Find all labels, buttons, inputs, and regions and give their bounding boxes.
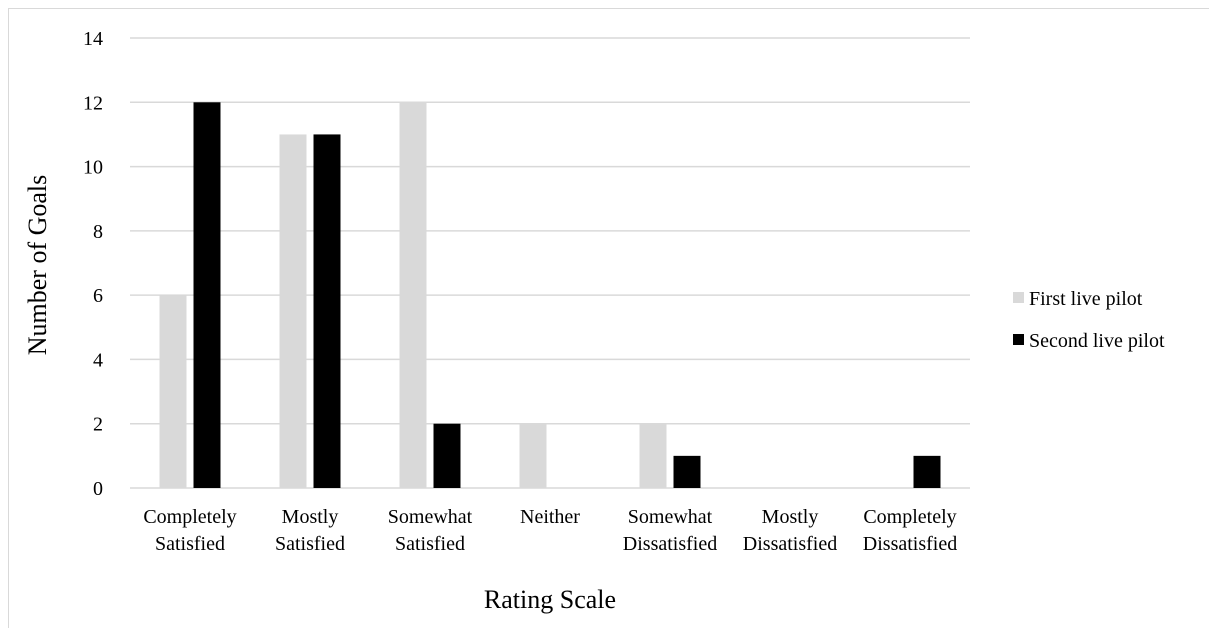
y-tick-label: 0 [93,478,103,500]
y-tick-label: 4 [93,349,103,371]
bar-first-live-pilot [639,423,667,488]
legend: First live pilot Second live pilot [1013,288,1165,352]
y-axis-title: Number of Goals [23,175,52,356]
y-tick-label: 2 [93,414,103,436]
bar-second-live-pilot [433,423,461,488]
bar-first-live-pilot [159,295,187,488]
y-tick-label: 10 [83,157,103,179]
bars-layer [159,102,941,489]
legend-swatch-first-live-pilot [1013,292,1024,303]
legend-label-first-live-pilot: First live pilot [1029,288,1143,310]
x-tick-label: Dissatisfied [623,533,717,555]
bar-second-live-pilot [313,134,341,488]
x-tick-label: Mostly [282,506,339,528]
x-tick-label: Completely [863,506,956,528]
legend-swatch-second-live-pilot [1013,334,1024,345]
grid-layer [130,37,970,489]
bar-second-live-pilot [673,455,701,488]
x-tick-label: Completely [143,506,236,528]
x-tick-label: Dissatisfied [743,533,837,555]
x-tick-label: Satisfied [155,533,225,555]
x-axis-title: Rating Scale [484,585,616,614]
y-tick-label: 14 [83,28,103,50]
x-tick-label: Dissatisfied [863,533,957,555]
y-tick-labels: 0 2 4 6 8 10 12 14 [83,28,103,500]
x-tick-label: Satisfied [275,533,345,555]
bar-first-live-pilot [399,102,427,489]
legend-label-second-live-pilot: Second live pilot [1029,330,1165,352]
y-tick-label: 6 [93,285,103,307]
x-tick-label: Somewhat [628,506,713,528]
bar-second-live-pilot [193,102,221,489]
x-tick-label: Neither [520,506,580,528]
bar-first-live-pilot [519,423,547,488]
x-tick-label: Somewhat [388,506,473,528]
x-tick-labels: Completely Satisfied Mostly Satisfied Somewh… [143,506,957,555]
bar-first-live-pilot [279,134,307,488]
bar-second-live-pilot [913,455,941,488]
y-tick-label: 12 [83,92,103,114]
x-tick-label: Mostly [762,506,819,528]
chart-frame [8,8,1209,628]
x-tick-label: Satisfied [395,533,465,555]
y-tick-label: 8 [93,221,103,243]
